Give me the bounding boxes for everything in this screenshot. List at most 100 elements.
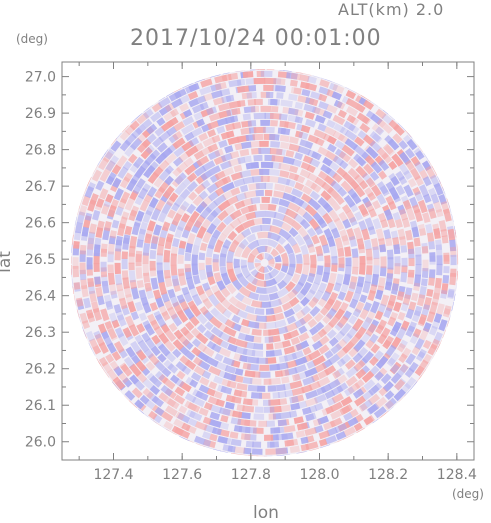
field-cell [223,371,237,382]
field-cell [361,228,370,241]
field-cell [421,304,431,317]
field-cell [136,323,146,334]
field-cell [213,194,227,207]
field-cell [299,169,311,179]
field-cell [179,200,190,212]
field-cell [396,342,406,353]
field-cell [272,391,281,399]
field-cell [316,386,327,396]
field-cell [268,203,277,211]
field-cell [291,273,301,284]
field-cell [324,350,334,360]
field-cell [324,389,336,400]
field-cell [378,159,390,172]
field-cell [86,257,93,270]
field-cell [328,336,339,347]
field-cell [174,386,186,397]
field-cell [368,384,380,396]
field-cell [361,389,374,402]
field-cell [135,267,143,279]
field-cell [140,297,149,306]
field-cell [178,405,188,414]
field-cell [232,410,243,419]
field-cell [232,232,246,246]
field-cell [255,69,266,71]
field-cell [96,295,105,306]
field-cell [222,239,232,249]
field-cell [149,249,157,259]
field-cell [153,289,162,300]
field-cell [224,401,235,410]
field-cell [233,353,243,361]
field-cell [305,118,317,128]
field-cell [243,190,257,199]
field-cell [99,188,109,200]
field-cell [121,258,128,270]
field-cell [264,252,270,260]
field-cell [409,167,421,181]
field-cell [256,245,268,254]
field-cell [311,151,322,161]
field-cell [205,257,212,265]
field-cell [383,229,392,240]
field-cell [266,350,275,357]
field-cell [139,394,150,405]
field-cell [363,163,374,175]
field-cell [146,372,159,385]
field-cell [258,147,272,154]
field-cell [244,334,255,343]
field-cell [344,129,358,141]
field-cell [261,196,271,204]
field-cell [391,153,404,167]
field-cell [337,247,345,257]
field-cell [224,145,234,154]
field-cell [431,319,440,330]
field-cell [124,225,133,236]
field-cell [175,361,187,372]
field-cell [352,144,366,157]
field-cell [178,380,192,393]
field-cell [280,99,293,108]
field-cell [123,356,135,369]
field-cell [103,294,113,308]
field-cell [107,251,114,263]
field-cell [71,256,72,264]
field-cell [332,84,345,94]
field-cell [365,146,379,160]
field-cell [388,160,398,170]
field-cell [164,103,175,113]
field-cell [207,143,219,153]
field-cell [270,98,278,106]
field-cell [250,162,259,169]
field-cell [404,376,417,390]
field-cell [317,217,328,229]
field-cell [286,234,298,247]
field-cell [115,235,123,246]
field-cell [406,138,418,151]
field-cell [280,252,289,267]
field-cell [308,296,320,309]
field-cell [246,320,260,329]
field-cell [351,248,359,258]
field-cell [348,123,360,134]
field-cell [397,204,407,216]
field-cell [365,311,376,324]
field-cell [405,308,415,320]
field-cell [115,310,125,322]
field-cell [305,397,319,407]
field-cell [360,208,370,218]
field-cell [295,69,304,74]
field-cell [71,278,74,289]
field-cell [185,376,195,386]
field-cell [291,220,302,231]
field-cell [78,205,88,217]
field-cell [414,246,422,257]
field-cell [225,394,236,403]
field-cell [227,72,239,81]
field-cell [333,217,345,231]
field-cell [328,378,341,390]
field-cell [433,182,444,196]
field-cell [294,116,304,124]
field-cell [288,143,301,152]
field-cell [288,93,298,101]
